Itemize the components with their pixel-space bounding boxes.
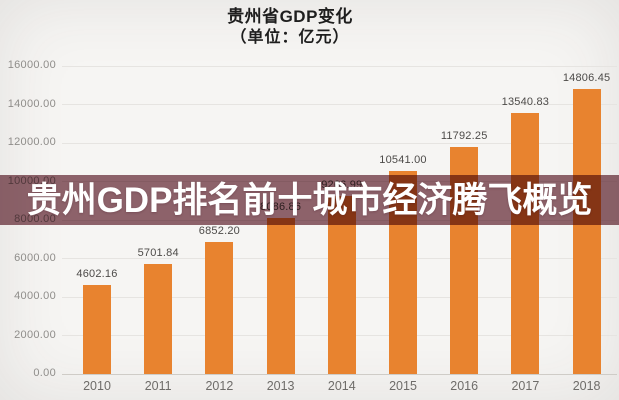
x-axis-tick-label: 2010: [83, 379, 111, 393]
chart-subtitle: （单位：亿元）: [230, 29, 350, 46]
x-axis-tick-label: 2011: [144, 379, 172, 393]
bar-2011: [144, 264, 173, 374]
bar-value-label: 4602.16: [76, 268, 118, 281]
gridline: [62, 104, 617, 105]
y-axis-tick-label: 0.00: [33, 367, 56, 379]
x-axis-tick-label: 2012: [205, 379, 234, 393]
gridline: [62, 65, 617, 67]
bar-2013: [266, 218, 295, 374]
y-axis-tick-label: 12000.00: [7, 136, 56, 148]
bar-2012: [205, 242, 234, 374]
gridline: [62, 142, 617, 144]
x-axis-tick-label: 2014: [327, 379, 356, 393]
bar-value-label: 6852.20: [198, 225, 240, 238]
x-axis-tick-label: 2018: [572, 379, 601, 393]
x-axis-tick-label: 2015: [389, 379, 417, 393]
bar-value-label: 14806.45: [562, 71, 611, 84]
y-axis-tick-label: 2000.00: [14, 328, 56, 341]
bar-value-label: 13540.83: [501, 96, 550, 109]
headline-banner-background: [0, 175, 619, 225]
bar-2017: [511, 113, 540, 374]
y-axis-tick-label: 14000.00: [7, 97, 56, 110]
bar-2010: [83, 285, 111, 374]
bar-value-label: 5701.84: [137, 247, 179, 260]
x-axis-tick-label: 2017: [511, 379, 540, 393]
y-axis-tick-label: 4000.00: [14, 290, 56, 302]
chart-header: 贵州省GDP变化 （单位：亿元）: [140, 6, 440, 48]
bar-value-label: 10541.00: [379, 154, 427, 167]
x-axis-tick-label: 2013: [266, 379, 295, 393]
headline-banner-text: 贵州GDP排名前十城市经济腾飞概览: [26, 181, 593, 220]
x-axis-tick-label: 2016: [450, 379, 479, 393]
y-axis-tick-label: 16000.00: [7, 59, 56, 71]
bar-2014: [327, 195, 356, 374]
gridline: [62, 373, 617, 375]
chart-title: 贵州省GDP变化: [227, 7, 353, 26]
bar-2018: [572, 88, 601, 374]
y-axis-tick-label: 6000.00: [14, 251, 56, 264]
bar-value-label: 11792.25: [440, 129, 488, 142]
